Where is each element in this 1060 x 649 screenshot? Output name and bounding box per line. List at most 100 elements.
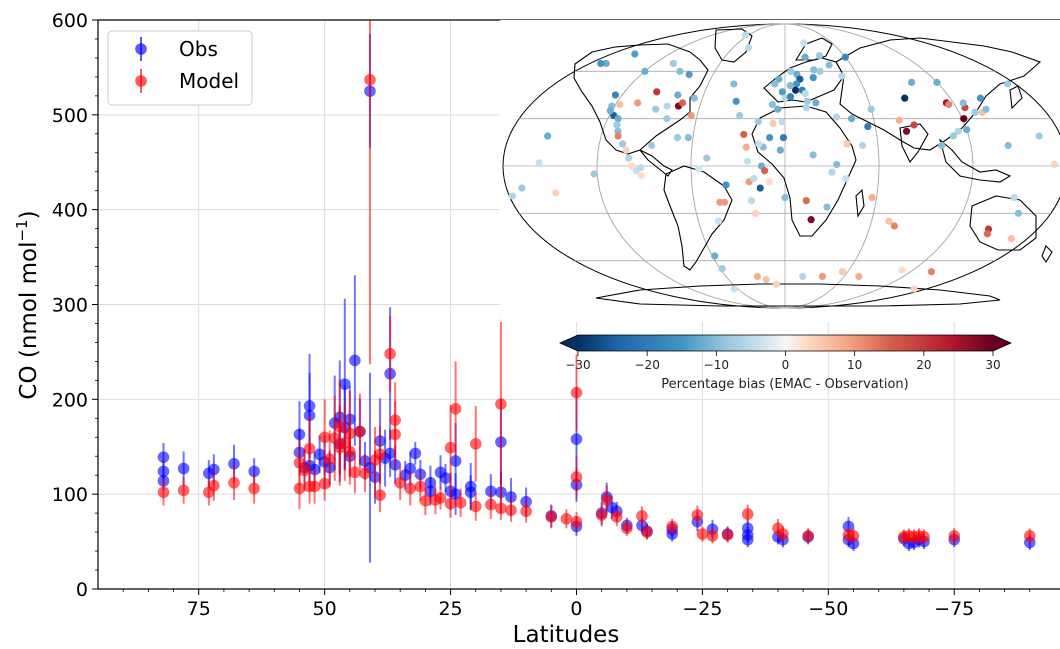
station-marker [1014,209,1022,217]
africa-outline [751,105,857,237]
station-marker [792,80,801,88]
data-point [374,448,386,461]
station-marker [810,66,818,74]
station-marker [838,268,847,276]
station-marker [747,197,756,205]
station-marker [792,86,800,94]
station-marker [895,116,903,124]
data-point [560,513,573,525]
station-marker [802,197,810,205]
data-point [298,464,311,477]
data-point [318,431,331,444]
station-marker [618,140,627,148]
south-america-outline [663,165,733,271]
data-point [847,530,860,542]
station-marker [627,162,636,170]
data-point [691,509,704,521]
station-marker [781,193,789,202]
station-marker [685,70,693,79]
station-marker [963,126,971,134]
data-point [323,453,336,465]
data-point [374,489,386,501]
station-marker [776,146,784,154]
station-marker [716,198,724,206]
station-marker [801,53,809,61]
station-marker [898,266,906,274]
station-marker [868,193,876,202]
data-point [359,467,371,480]
colorbar: −30 −20 −10 0 10 20 30 Percentage bias (EMAC -… [559,334,1012,392]
station-marker [949,132,958,140]
colorbar-tick-label: −10 [704,358,729,372]
y-axis-title: CO (nmol mol−1) [13,210,42,399]
station-marker [590,170,598,178]
station-marker [684,134,692,142]
data-point [696,528,709,540]
data-point [434,492,447,504]
data-point [449,403,462,415]
station-marker [772,280,780,288]
data-point [600,494,613,506]
station-marker [787,67,795,75]
station-marker [937,141,946,150]
station-marker [637,163,645,172]
station-marker [611,91,620,99]
y-tick-label: 0 [76,579,88,601]
x-tick-label: 50 [313,598,337,620]
y-tick-label: 600 [52,10,88,32]
data-point [228,458,240,470]
data-point [338,437,351,449]
station-marker [653,88,661,96]
station-marker [816,67,824,75]
station-marker [711,252,719,260]
station-marker [885,217,893,225]
station-marker [750,175,758,183]
series-model [157,20,1036,545]
station-marker [982,105,990,113]
southeast-asia-outline [939,138,1012,183]
australia-outline [969,195,1037,251]
station-marker [606,107,614,115]
data-point [545,511,558,523]
station-marker [695,165,703,173]
colorbar-tick-label: 30 [985,358,1000,372]
north-america-outline [573,43,709,155]
data-point [157,451,170,463]
station-marker [740,130,748,139]
station-marker [841,53,849,61]
data-point [439,472,452,484]
x-tick-label: 75 [187,598,211,620]
station-marker [815,51,824,60]
data-point [449,488,462,500]
station-marker [983,230,991,238]
station-marker [799,272,807,281]
station-marker [766,134,774,142]
station-marker [663,102,671,110]
station-marker [761,167,769,175]
data-point [389,428,401,441]
x-tick-label: 25 [438,598,462,620]
station-marker [613,121,621,129]
data-point [454,496,467,509]
station-marker [614,115,622,123]
station-marker [742,31,750,39]
x-tick-label: −75 [934,598,974,620]
legend-obs-marker [135,37,147,61]
station-marker [825,61,833,69]
station-marker [768,100,776,109]
data-point [777,528,789,540]
data-point [444,497,457,510]
station-marker [778,88,786,96]
data-point [595,509,608,521]
station-marker [847,115,856,123]
data-point [248,482,260,495]
station-marker [703,154,711,162]
station-marker [718,264,726,273]
colorbar-tick-label: −20 [635,358,660,372]
station-marker [910,121,918,129]
colorbar-tick-label: 10 [847,358,862,372]
data-point [570,386,583,399]
station-marker [945,100,953,109]
station-marker [809,74,817,82]
